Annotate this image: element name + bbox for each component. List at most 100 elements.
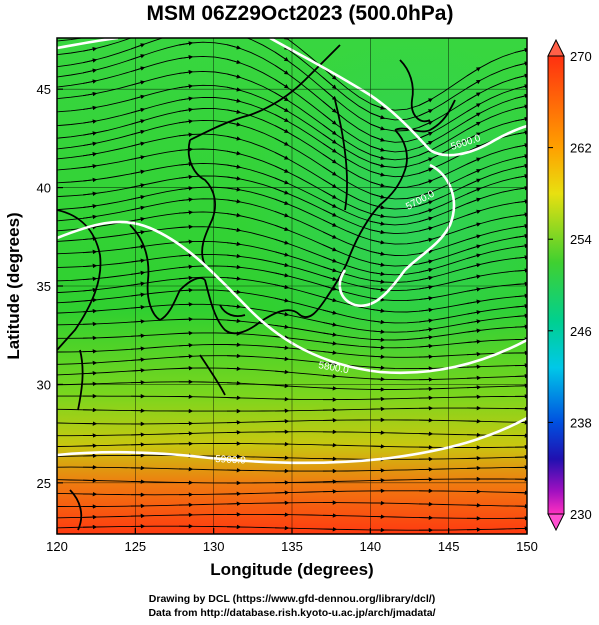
flow-arrow xyxy=(418,285,434,290)
flow-arrow xyxy=(226,44,242,50)
flow-arrow xyxy=(418,343,434,349)
flow-arrow xyxy=(82,119,98,124)
flow-arrow xyxy=(274,251,290,257)
flow-arrow xyxy=(130,183,146,188)
flow-arrow xyxy=(226,98,242,103)
flow-arrow xyxy=(466,351,482,357)
flow-arrow xyxy=(322,133,337,144)
flow-arrow xyxy=(514,303,527,309)
x-tick-label: 145 xyxy=(438,539,460,554)
x-tick-label: 140 xyxy=(359,539,381,554)
flow-arrow xyxy=(370,308,386,313)
flow-arrow xyxy=(466,274,482,280)
flow-arrow xyxy=(274,64,289,75)
flow-arrow xyxy=(322,166,337,176)
flow-arrow xyxy=(322,209,338,217)
flow-arrow xyxy=(130,281,146,286)
flow-arrow xyxy=(514,313,527,319)
flow-arrow xyxy=(178,119,194,124)
contour-5800 xyxy=(57,220,527,375)
flow-arrow xyxy=(322,124,337,135)
flow-arrow xyxy=(82,276,98,282)
x-axis-label: Longitude (degrees) xyxy=(210,560,373,579)
flow-arrow xyxy=(514,47,527,53)
flow-arrow xyxy=(130,94,146,101)
flow-arrow xyxy=(514,84,527,90)
flow-arrow xyxy=(370,103,386,110)
y-axis-label: Latitude (degrees) xyxy=(4,212,23,359)
flow-arrow xyxy=(82,79,98,84)
flow-arrow xyxy=(418,131,434,139)
flow-arrow xyxy=(418,208,434,215)
flow-arrow xyxy=(226,318,242,324)
flow-arrow xyxy=(226,264,242,270)
flow-arrow xyxy=(274,238,290,245)
flow-arrow xyxy=(370,319,386,325)
flow-arrow xyxy=(418,148,434,156)
flow-arrow xyxy=(178,287,194,293)
flow-arrow xyxy=(226,135,242,141)
flow-arrow xyxy=(130,194,146,200)
flow-arrow xyxy=(322,101,337,113)
flow-arrow xyxy=(82,46,98,52)
flow-arrow xyxy=(130,258,146,263)
flow-arrow xyxy=(466,178,482,186)
flow-arrow xyxy=(418,200,434,207)
flow-arrow xyxy=(178,354,194,359)
flow-arrow xyxy=(130,155,146,160)
flow-arrow xyxy=(418,179,434,186)
flow-arrow xyxy=(130,357,146,362)
flow-arrow xyxy=(178,343,194,348)
flow-arrow xyxy=(227,32,239,35)
flow-arrow xyxy=(514,61,527,67)
colorbar-top-arrow xyxy=(547,38,565,57)
flow-arrow xyxy=(322,179,337,188)
flow-arrow xyxy=(370,262,386,267)
flow-arrow xyxy=(82,177,98,183)
flow-arrow xyxy=(466,253,482,259)
flow-arrow xyxy=(226,304,242,309)
flow-arrow xyxy=(274,369,290,375)
flow-arrow xyxy=(370,365,386,370)
flow-arrow xyxy=(514,116,527,122)
x-tick-label: 150 xyxy=(516,539,538,554)
flow-arrow xyxy=(322,266,338,273)
credit-data: Data from http://database.rish.kyoto-u.a… xyxy=(148,607,435,619)
flow-arrow xyxy=(418,259,434,265)
flow-arrow xyxy=(178,264,194,270)
flow-arrow xyxy=(514,143,527,148)
flow-arrow xyxy=(466,157,482,165)
flow-arrow xyxy=(178,55,194,60)
flow-arrow xyxy=(274,114,289,122)
flow-arrow xyxy=(178,210,194,215)
flow-arrow xyxy=(82,164,98,169)
flow-arrow xyxy=(130,346,146,351)
flow-arrow xyxy=(130,66,146,72)
flow-arrow xyxy=(226,187,242,192)
contour-5900 xyxy=(57,416,527,465)
flow-arrow xyxy=(418,296,434,301)
flow-arrow xyxy=(370,154,386,160)
flow-arrow xyxy=(322,350,338,355)
colorbar-tick-label: 270 xyxy=(570,49,592,64)
flow-arrow xyxy=(514,73,527,79)
chart-title: MSM 06Z29Oct2023 (500.0hPa) xyxy=(147,2,454,25)
flow-arrow xyxy=(370,145,386,152)
flow-arrow xyxy=(322,244,338,252)
flow-arrow xyxy=(322,386,338,391)
flow-arrow xyxy=(130,270,146,276)
flow-arrow xyxy=(418,109,434,117)
flow-arrow xyxy=(226,241,242,247)
colorbar-tick-label: 230 xyxy=(570,507,592,522)
flow-arrow xyxy=(466,92,481,101)
flow-arrow xyxy=(274,272,290,278)
flow-arrow xyxy=(418,237,434,243)
flow-arrow xyxy=(322,296,338,303)
flow-arrow xyxy=(274,177,290,185)
flow-arrow xyxy=(514,104,527,110)
y-tick-label: 30 xyxy=(37,377,51,392)
contour-5600 xyxy=(269,38,527,157)
flow-arrow xyxy=(130,368,146,373)
flow-arrow xyxy=(82,287,98,293)
flow-arrow xyxy=(370,287,386,292)
